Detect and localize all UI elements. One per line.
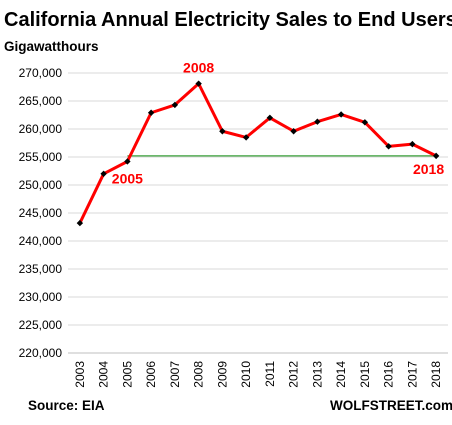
data-point xyxy=(409,140,416,148)
data-point xyxy=(76,219,84,227)
data-point xyxy=(314,118,321,125)
x-tick-label: 2009 xyxy=(215,361,229,388)
x-tick-label: 2003 xyxy=(73,361,87,388)
x-tick-label: 2004 xyxy=(97,361,111,388)
data-point xyxy=(290,128,297,135)
series-line xyxy=(78,82,437,224)
data-point xyxy=(124,158,131,165)
gridlines xyxy=(68,72,448,326)
annotations-group: 2005 2008 2018 xyxy=(112,60,445,187)
y-tick-label: 230,000 xyxy=(19,290,63,304)
x-tick-label: 2012 xyxy=(287,361,301,388)
y-tick-label: 265,000 xyxy=(19,94,63,108)
y-tick-label: 260,000 xyxy=(19,122,63,136)
x-tick-label: 2008 xyxy=(192,361,206,388)
data-point xyxy=(147,109,155,116)
data-point xyxy=(361,119,369,126)
x-tick-label: 2013 xyxy=(310,361,324,388)
y-tick-label: 250,000 xyxy=(19,178,63,192)
x-tick-label: 2014 xyxy=(334,361,348,388)
x-tick-label: 2007 xyxy=(168,361,182,388)
x-tick-label: 2005 xyxy=(120,361,134,388)
y-tick-label: 220,000 xyxy=(19,346,63,360)
x-axis-ticks: 2003 2004 2005 2006 2007 2008 2009 2010 2011 2012… xyxy=(73,361,443,388)
x-tick-label: 2011 xyxy=(263,361,277,387)
y-tick-label: 240,000 xyxy=(19,234,63,248)
data-point xyxy=(100,170,107,177)
annotation-label: 2005 xyxy=(112,170,143,186)
data-point xyxy=(242,134,250,141)
data-point xyxy=(219,128,226,135)
y-axis-label: Gigawatthours xyxy=(4,39,99,54)
y-tick-label: 225,000 xyxy=(19,318,63,332)
data-point xyxy=(195,80,202,87)
x-tick-label: 2010 xyxy=(239,361,253,388)
y-tick-label: 245,000 xyxy=(19,206,63,220)
chart-title: California Annual Electricity Sales to E… xyxy=(4,9,452,31)
data-point xyxy=(432,152,440,160)
x-tick-label: 2015 xyxy=(358,361,372,388)
data-point xyxy=(266,114,274,121)
source-note: Source: EIA xyxy=(28,398,105,413)
data-point xyxy=(337,111,345,118)
y-tick-label: 270,000 xyxy=(19,66,63,80)
series-group xyxy=(78,82,437,224)
y-tick-label: 255,000 xyxy=(19,150,63,164)
annotation-label: 2018 xyxy=(413,161,444,177)
y-axis-ticks: 220,000 225,000 230,000 235,000 240,000 245,0… xyxy=(19,66,63,360)
brand-label: WOLFSTREET.com xyxy=(330,398,452,413)
annotation-label: 2008 xyxy=(183,60,214,76)
x-tick-label: 2006 xyxy=(144,361,158,388)
markers-group xyxy=(76,80,440,227)
x-tick-label: 2017 xyxy=(405,361,419,388)
data-point xyxy=(171,101,179,109)
data-point xyxy=(385,143,392,150)
x-tick-label: 2016 xyxy=(382,361,396,388)
y-tick-label: 235,000 xyxy=(19,262,63,276)
x-tick-label: 2018 xyxy=(429,361,443,388)
